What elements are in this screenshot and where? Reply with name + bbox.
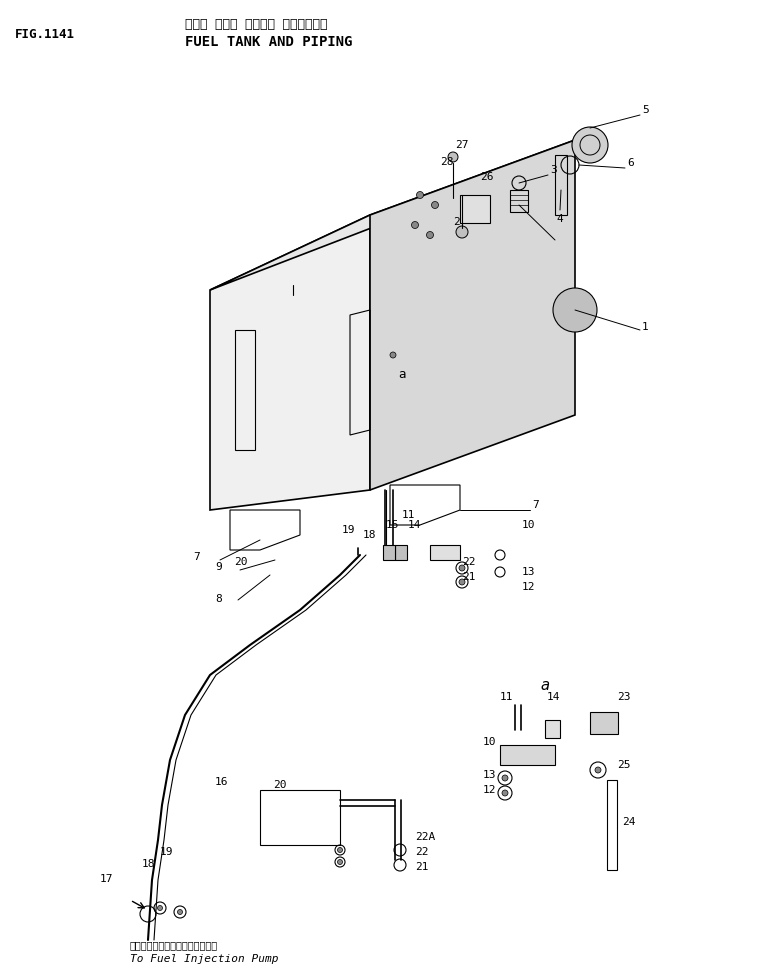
Text: 17: 17: [100, 874, 114, 884]
Circle shape: [459, 579, 465, 585]
Text: 15: 15: [386, 520, 399, 530]
Bar: [430, 545, 460, 560]
Text: 5: 5: [642, 105, 648, 115]
Text: 20: 20: [273, 780, 287, 790]
Polygon shape: [210, 140, 575, 290]
Bar: [460, 195, 490, 223]
Text: フェルインジェクションポンプへ: フェルインジェクションポンプへ: [130, 940, 218, 950]
Circle shape: [390, 352, 396, 358]
Text: To Fuel Injection Pump: To Fuel Injection Pump: [130, 954, 278, 964]
Text: 12: 12: [522, 582, 536, 592]
Bar: [383, 545, 395, 560]
Circle shape: [572, 127, 608, 163]
Text: 3: 3: [550, 165, 557, 175]
Bar: [607, 780, 617, 870]
Text: 16: 16: [215, 777, 229, 787]
Circle shape: [431, 201, 438, 208]
Bar: [395, 545, 407, 560]
Text: フェル タンク オヤビー パイピングー: フェル タンク オヤビー パイピングー: [185, 18, 328, 31]
Circle shape: [553, 288, 597, 332]
Text: 6: 6: [627, 158, 634, 168]
Bar: [500, 745, 555, 765]
Circle shape: [456, 226, 468, 238]
Text: 8: 8: [215, 594, 222, 604]
Circle shape: [448, 152, 458, 162]
Circle shape: [178, 910, 183, 915]
Text: 21: 21: [415, 862, 428, 872]
Text: 21: 21: [462, 572, 475, 582]
Bar: [545, 720, 560, 738]
Polygon shape: [370, 140, 575, 490]
Circle shape: [158, 906, 162, 911]
Text: 14: 14: [408, 520, 421, 530]
Text: 19: 19: [342, 525, 356, 535]
Circle shape: [411, 222, 418, 229]
Circle shape: [595, 767, 601, 773]
Circle shape: [502, 790, 508, 796]
Text: 18: 18: [142, 859, 155, 869]
Text: 18: 18: [363, 530, 376, 540]
Text: 11: 11: [402, 510, 415, 520]
Bar: [260, 790, 340, 845]
Text: FUEL TANK AND PIPING: FUEL TANK AND PIPING: [185, 35, 353, 49]
Text: 24: 24: [622, 817, 636, 827]
Text: a: a: [540, 678, 549, 693]
Polygon shape: [210, 215, 370, 510]
Text: 10: 10: [483, 737, 497, 747]
Text: 22: 22: [415, 847, 428, 857]
Text: 22: 22: [462, 557, 475, 567]
Bar: [590, 712, 618, 734]
Text: 1: 1: [642, 322, 648, 332]
Text: 11: 11: [500, 692, 514, 702]
Circle shape: [502, 775, 508, 781]
Text: 7: 7: [194, 552, 200, 562]
Bar: [510, 190, 528, 212]
Text: 13: 13: [522, 567, 536, 577]
Text: FIG.1141: FIG.1141: [15, 28, 75, 41]
Text: 19: 19: [160, 847, 174, 857]
Text: 14: 14: [547, 692, 561, 702]
Circle shape: [338, 859, 342, 864]
Bar: [555, 155, 567, 215]
Text: 25: 25: [617, 760, 630, 770]
Circle shape: [459, 565, 465, 571]
Text: 9: 9: [215, 562, 222, 572]
Text: 22A: 22A: [415, 832, 435, 842]
Text: 26: 26: [480, 172, 494, 182]
Text: 12: 12: [483, 785, 497, 795]
Text: 23: 23: [617, 692, 630, 702]
Text: 2: 2: [453, 217, 460, 227]
Circle shape: [338, 847, 342, 852]
Text: 4: 4: [556, 214, 563, 224]
Text: 7: 7: [532, 500, 539, 510]
Circle shape: [427, 232, 434, 238]
Text: 28: 28: [440, 157, 453, 167]
Text: a: a: [398, 368, 405, 381]
Text: 27: 27: [455, 140, 469, 150]
Circle shape: [417, 192, 424, 198]
Text: 20: 20: [234, 557, 248, 567]
Text: 10: 10: [522, 520, 536, 530]
Text: 13: 13: [483, 770, 497, 780]
